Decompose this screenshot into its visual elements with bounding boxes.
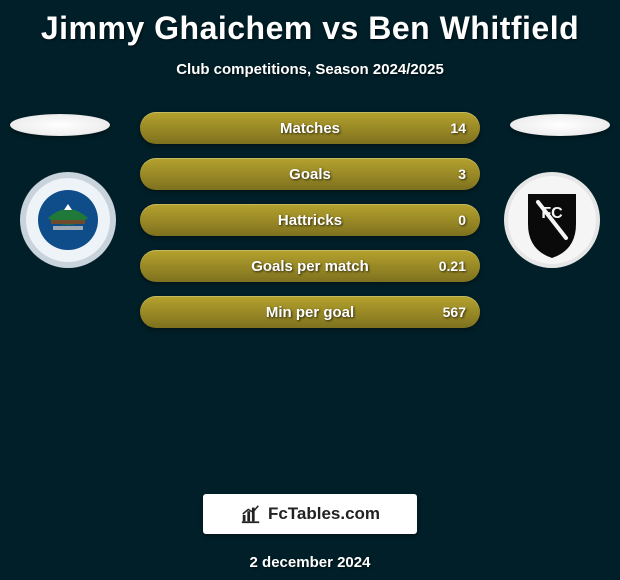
stat-bars: Matches 14 Goals 3 Hattricks 0 Goals per…: [140, 112, 480, 328]
stat-label: Min per goal: [266, 304, 354, 321]
stat-bar-hattricks: Hattricks 0: [140, 204, 480, 236]
brand-badge[interactable]: FcTables.com: [203, 494, 417, 534]
player-marker-right: [510, 114, 610, 136]
svg-text:1934: 1934: [60, 239, 76, 246]
club-crest-left: 1934: [18, 170, 118, 270]
stat-value-right: 0.21: [439, 258, 466, 274]
club-crest-right: FC: [502, 170, 602, 270]
black-shield-crest-icon: FC: [502, 170, 602, 270]
comparison-area: 1934 FC Matches 14 Goals 3 Hattricks 0: [0, 112, 620, 472]
stat-bar-goals-per-match: Goals per match 0.21: [140, 250, 480, 282]
footer-date: 2 december 2024: [0, 554, 620, 571]
stat-value-right: 14: [450, 120, 466, 136]
page-title: Jimmy Ghaichem vs Ben Whitfield: [0, 0, 620, 47]
stat-value-right: 0: [458, 212, 466, 228]
stat-label: Goals per match: [251, 258, 369, 275]
stat-value-right: 3: [458, 166, 466, 182]
svg-text:FC: FC: [541, 205, 563, 222]
brand-text: FcTables.com: [268, 504, 380, 524]
stat-bar-min-per-goal: Min per goal 567: [140, 296, 480, 328]
peterborough-crest-icon: 1934: [18, 170, 118, 270]
stat-label: Matches: [280, 120, 340, 137]
bar-chart-icon: [240, 503, 262, 525]
player-marker-left: [10, 114, 110, 136]
stat-label: Hattricks: [278, 212, 342, 229]
stat-value-right: 567: [443, 304, 466, 320]
subtitle: Club competitions, Season 2024/2025: [0, 61, 620, 78]
stat-bar-matches: Matches 14: [140, 112, 480, 144]
stat-bar-goals: Goals 3: [140, 158, 480, 190]
stat-label: Goals: [289, 166, 331, 183]
